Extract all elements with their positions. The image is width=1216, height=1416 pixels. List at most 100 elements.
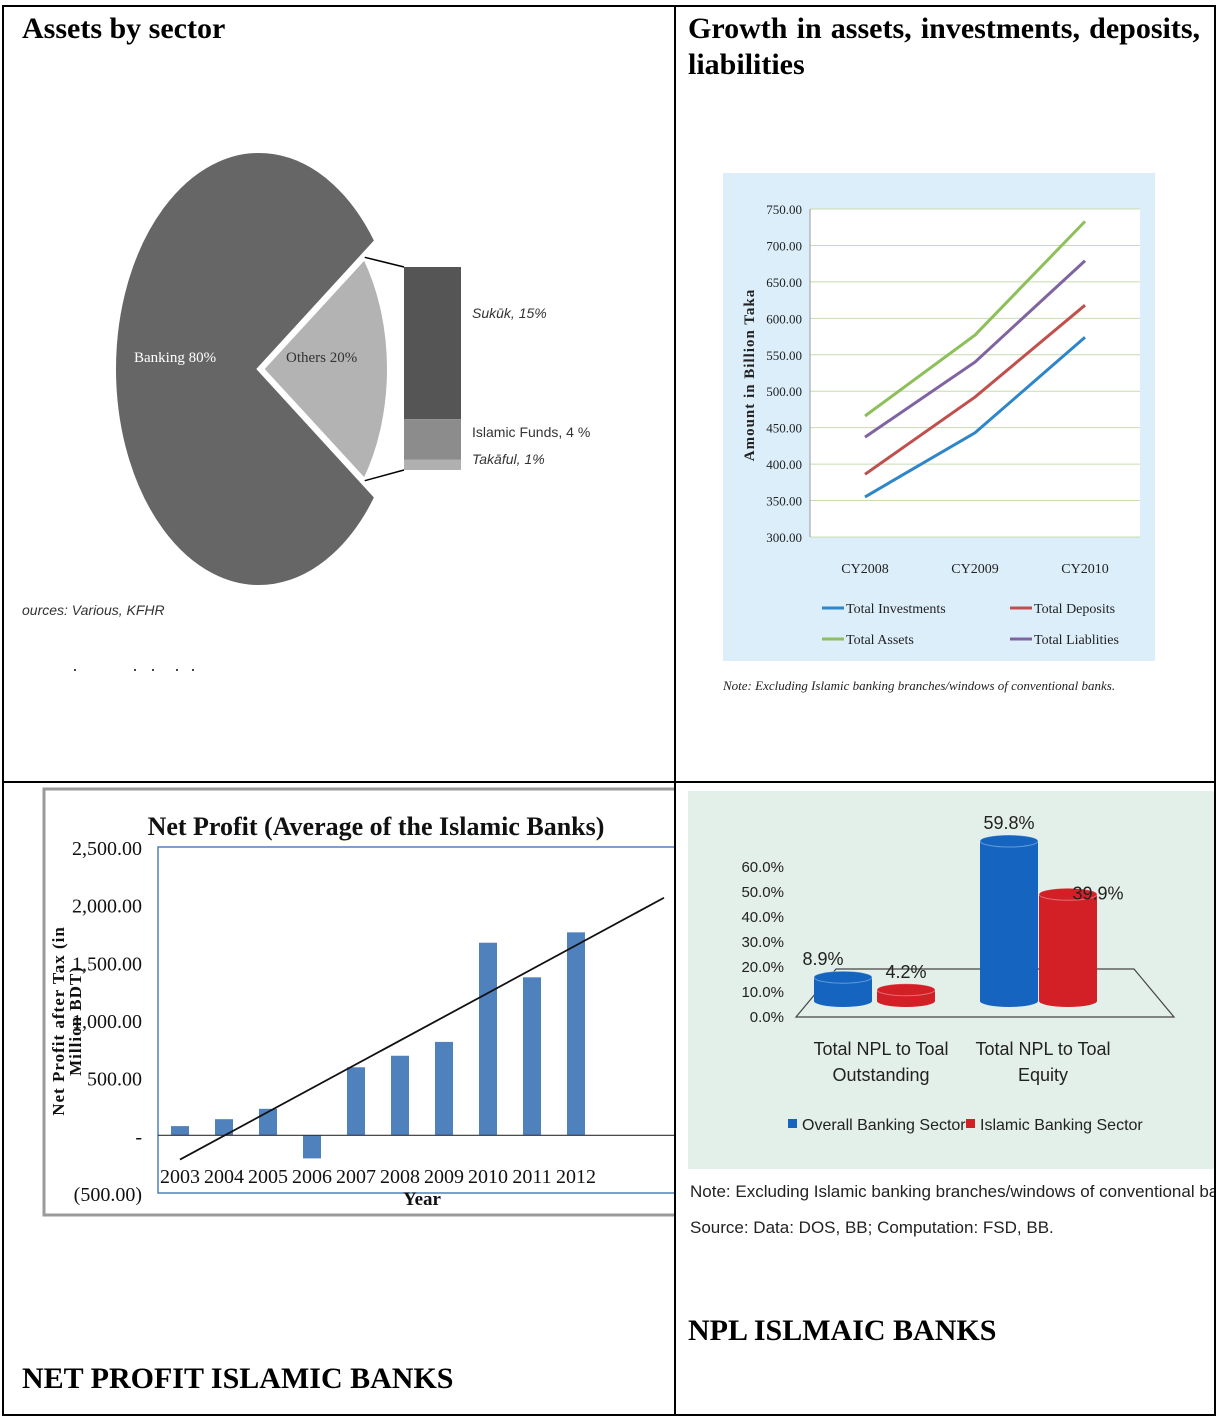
bar-x-tick: 2007 [336, 1166, 376, 1188]
line-series-0 [864, 336, 1086, 499]
npl-source: Source: Data: DOS, BB; Computation: FSD,… [690, 1218, 1054, 1237]
npl-data-label: 39.9% [1072, 883, 1123, 903]
npl-chart-panel [688, 791, 1214, 1169]
npl-bar-1-1 [1039, 894, 1097, 1007]
line-y-tick: 350.00 [766, 494, 802, 509]
pie-label-others: Others 20% [286, 350, 357, 366]
bar-y-tick: 2,000.00 [72, 896, 142, 918]
line-legend-label: Total Deposits [1034, 602, 1115, 617]
npl-bar-chart: 60.0% 50.0% 40.0% 30.0% 20.0% 10.0% 0.0% 8.9% 5… [688, 791, 1214, 1237]
breakdown-segment-2 [404, 459, 461, 470]
npl-heading: NPL ISLMAIC BANKS [688, 1314, 997, 1347]
growth-cell: Growth in assets, investments, deposits,… [674, 5, 1216, 783]
decorative-dots [74, 669, 194, 671]
line-plot-area [810, 209, 1140, 537]
assets-cell: Assets by sector Banking 80% Others 20% … [2, 5, 676, 783]
breakdown-label-sukuk: Sukūk, 15% [472, 305, 547, 321]
pie-connector-top [364, 256, 405, 268]
bar-y-tick: 2,500.00 [72, 838, 142, 860]
npl-legend-swatch [788, 1119, 797, 1128]
pie-slice-banking [111, 149, 379, 589]
line-y-tick: 450.00 [766, 421, 802, 436]
breakdown-segment-1 [404, 419, 461, 460]
npl-y-tick: 0.0% [750, 1009, 784, 1026]
net-profit-cell: Net Profit (Average of the Islamic Banks… [2, 781, 676, 1416]
line-y-tick: 650.00 [766, 275, 802, 290]
bar-chart-title: Net Profit (Average of the Islamic Banks… [148, 812, 605, 841]
npl-y-tick: 10.0% [741, 984, 784, 1001]
growth-heading: Growth in assets, investments, deposits,… [688, 12, 1200, 81]
line-legend-label: Total Investments [846, 602, 946, 617]
bar-x-tick: 2009 [424, 1166, 464, 1188]
npl-data-label: 8.9% [802, 949, 843, 969]
bar-2010 [479, 942, 497, 1136]
bar-x-tick: 2008 [380, 1166, 420, 1188]
npl-data-label: 4.2% [885, 962, 926, 982]
npl-bar-0-1 [980, 841, 1038, 1007]
npl-y-tick: 30.0% [741, 934, 784, 951]
bar-2005 [259, 1108, 277, 1136]
bar-y-axis-label-line2: Million BDT) [66, 966, 85, 1076]
bar-2012 [567, 932, 585, 1136]
net-profit-bar-chart: Net Profit (Average of the Islamic Banks… [42, 787, 674, 1217]
bar-y-axis-label-line1: Net Profit after Tax (in [49, 926, 68, 1116]
pie-connector-bottom [364, 469, 405, 482]
bar-x-tick: 2005 [248, 1166, 288, 1188]
bar-x-tick: 2006 [292, 1166, 332, 1188]
bar-y-tick: 1,000.00 [72, 1011, 142, 1033]
npl-bar-cap [813, 970, 873, 984]
pie-source: ources: Various, KFHR [22, 602, 165, 618]
bar-y-axis-label: Net Profit after Tax (in Million BDT) [49, 926, 85, 1116]
npl-y-tick: 50.0% [741, 884, 784, 901]
bar-2009 [435, 1041, 453, 1136]
net-profit-heading: NET PROFIT ISLAMIC BANKS [22, 1362, 454, 1395]
bar-2008 [391, 1055, 409, 1136]
line-legend-label: Total Assets [846, 633, 914, 648]
npl-legend-swatch [966, 1119, 975, 1128]
line-series-3 [864, 259, 1087, 439]
npl-x-tick: Total NPL to Toal Equity [975, 1039, 1110, 1085]
npl-bar-cap [876, 983, 936, 997]
line-y-tick: 400.00 [766, 457, 802, 472]
bar-y-tick: (500.00) [74, 1184, 142, 1206]
bar-2006 [303, 1135, 321, 1159]
npl-y-tick: 60.0% [741, 859, 784, 876]
npl-y-tick: 20.0% [741, 959, 784, 976]
line-y-tick: 550.00 [766, 348, 802, 363]
npl-cell: 60.0% 50.0% 40.0% 30.0% 20.0% 10.0% 0.0% 8.9% 5… [674, 781, 1216, 1416]
npl-bar-cap [979, 834, 1039, 848]
npl-legend-label: Overall Banking Sector [802, 1117, 966, 1134]
growth-line-chart: 750.00 700.00 650.00 600.00 550.00 500.00 450.… [722, 173, 1155, 693]
line-y-tick: 600.00 [766, 311, 802, 326]
bar-2007 [347, 1067, 365, 1136]
bar-2003 [171, 1126, 189, 1136]
line-x-tick: CY2009 [951, 562, 998, 577]
npl-data-label: 59.8% [983, 813, 1034, 833]
line-series-1 [864, 304, 1086, 476]
pie-label-banking: Banking 80% [134, 350, 216, 366]
bar-x-tick: 2010 [468, 1166, 508, 1188]
bar-2004 [215, 1119, 233, 1136]
bar-x-axis-label: Year [403, 1189, 442, 1210]
breakdown-label-takaful: Takāful, 1% [472, 451, 545, 467]
bar-plot-area [157, 846, 674, 1194]
line-y-axis-label: Amount in Billion Taka [742, 289, 758, 461]
trend-line [179, 896, 665, 1161]
line-legend-label: Total Liablities [1034, 633, 1119, 648]
line-chart-note: Note: Excluding Islamic banking branches… [722, 678, 1115, 693]
npl-x-tick: Total NPL to Toal Outstanding [813, 1039, 948, 1085]
line-y-tick: 500.00 [766, 384, 802, 399]
npl-y-tick: 40.0% [741, 909, 784, 926]
breakdown-label-islamic-funds: Islamic Funds, 4 % [472, 424, 590, 440]
line-x-tick: CY2010 [1061, 562, 1108, 577]
line-y-tick: 700.00 [766, 238, 802, 253]
pie-slice-others [259, 253, 391, 485]
assets-pie-chart: Banking 80% Others 20% Sukūk, 15% Islami… [22, 149, 590, 671]
breakdown-segment-0 [404, 267, 461, 420]
bar-x-tick: 2012 [556, 1166, 596, 1188]
bar-x-tick: 2004 [204, 1166, 244, 1188]
npl-legend-label: Islamic Banking Sector [980, 1117, 1143, 1134]
bar-y-tick: - [135, 1126, 142, 1148]
line-y-tick: 300.00 [766, 530, 802, 545]
